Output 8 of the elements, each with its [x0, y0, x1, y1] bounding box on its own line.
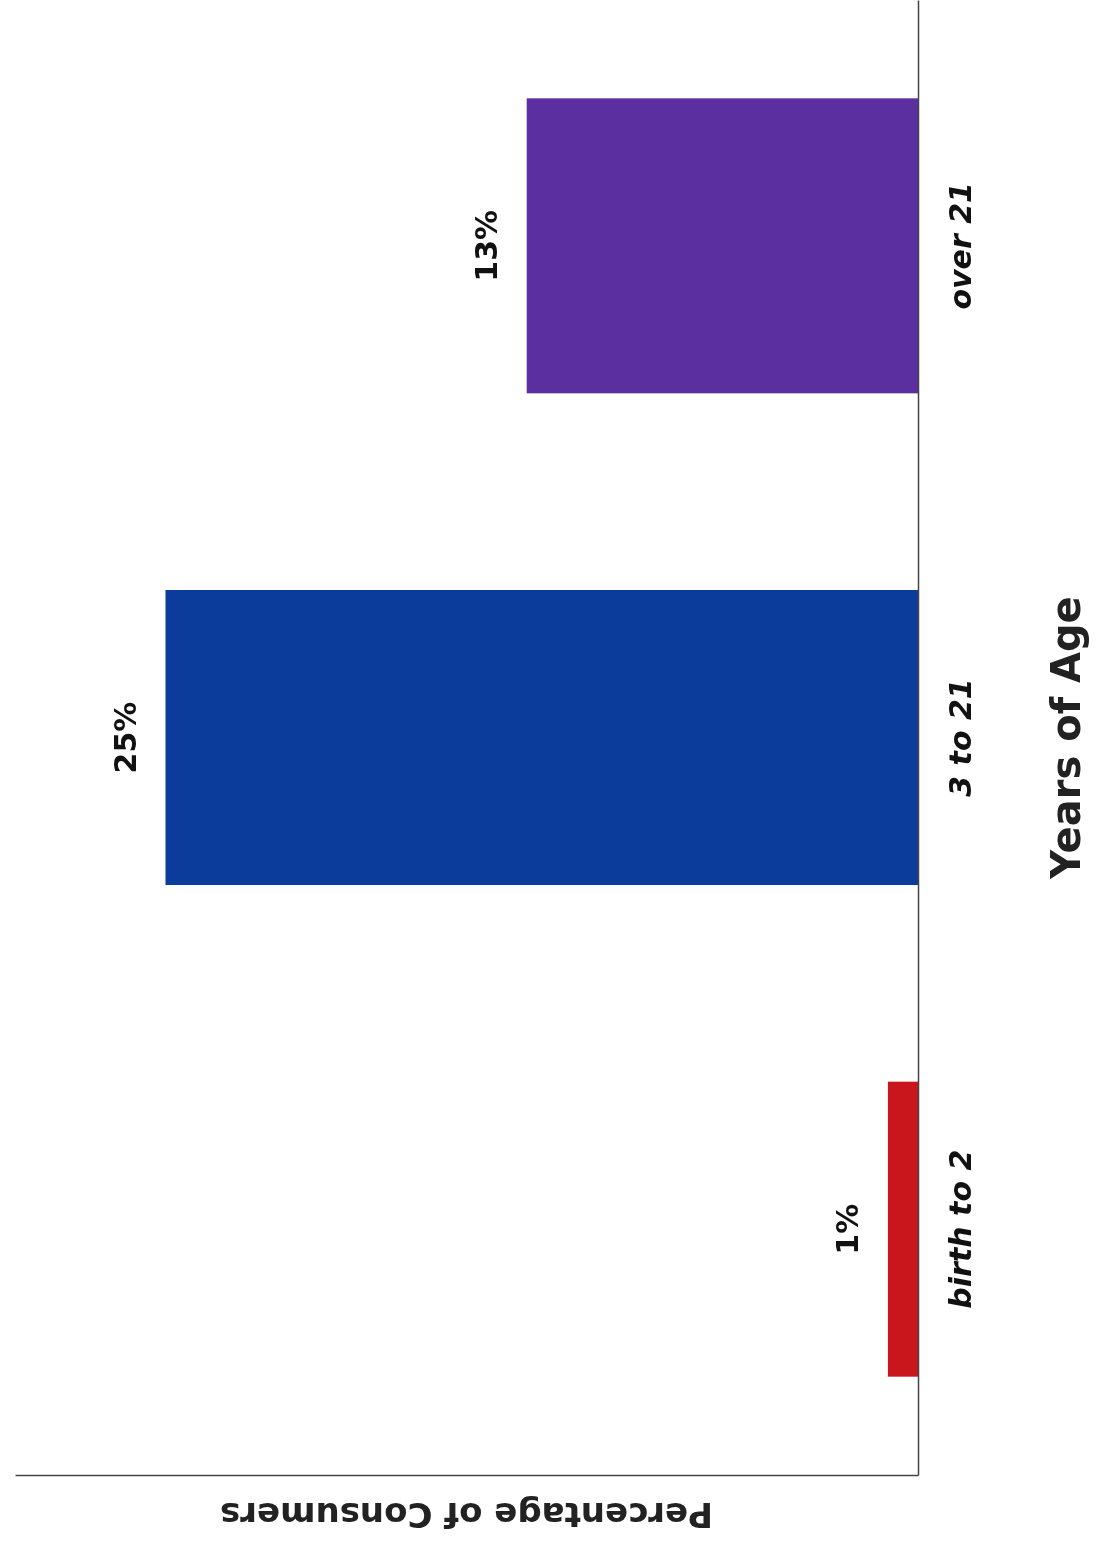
y-tick-label: 3 to 21: [942, 678, 978, 797]
data-label: 1%: [830, 1203, 866, 1255]
data-label: 13%: [469, 209, 505, 282]
data-label: 25%: [108, 701, 143, 774]
x-axis-title: Percentage of Consumers: [219, 1495, 714, 1536]
y-tick-label: birth to 2: [942, 1149, 978, 1309]
y-axis-title: Years of Age: [1043, 596, 1089, 880]
y-tick-label: over 21: [942, 182, 978, 310]
